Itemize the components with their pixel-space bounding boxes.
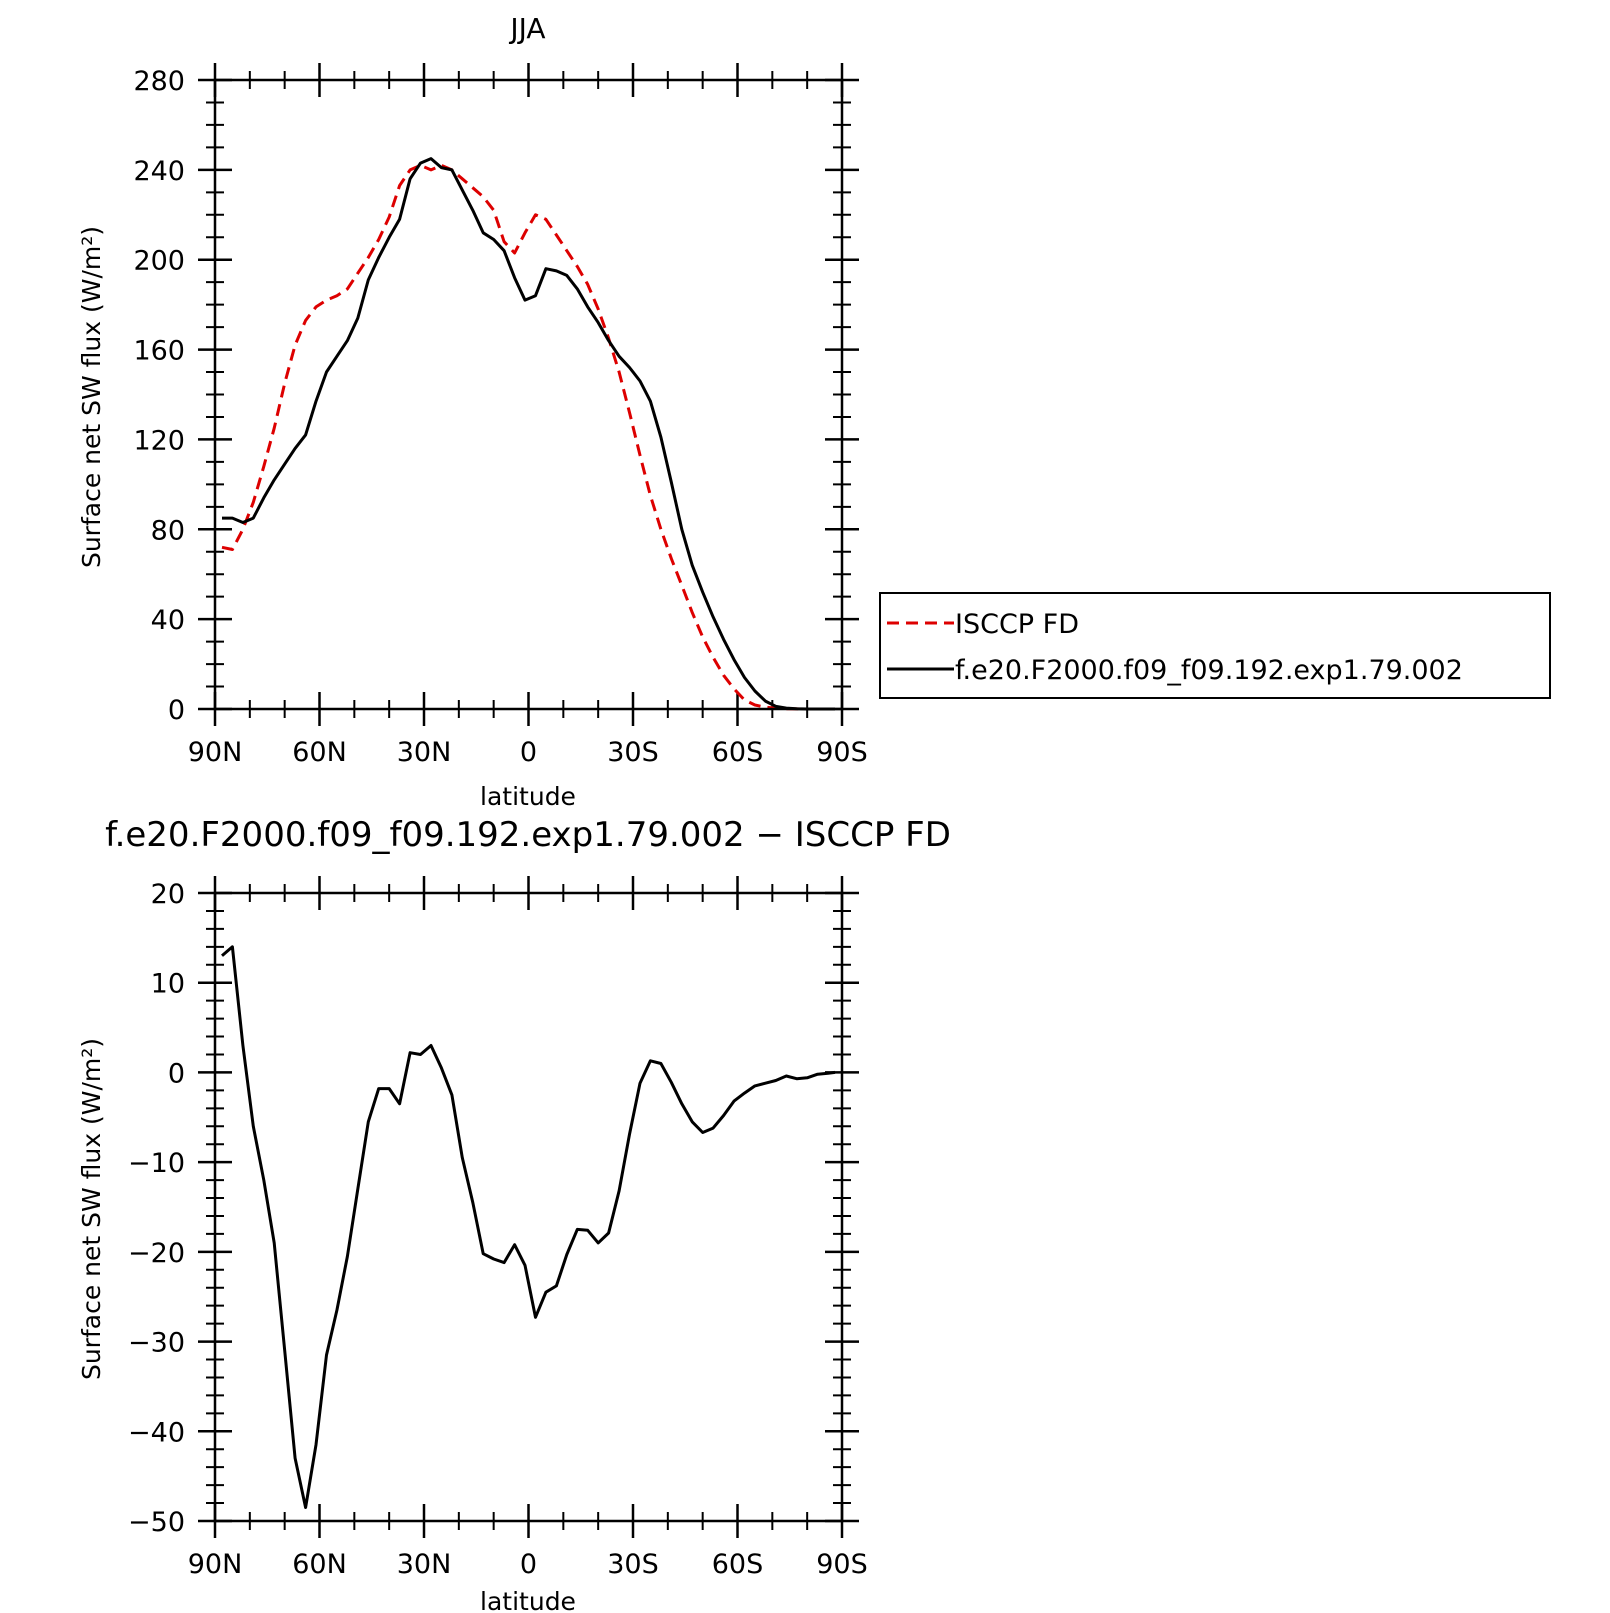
legend-entry-isccp-fd: ISCCP FD: [887, 609, 1079, 640]
top-y-tick-label: 240: [133, 156, 185, 187]
bottom-panel: f.e20.F2000.f09_f09.192.exp1.79.002 − IS…: [77, 815, 951, 1613]
bottom-y-tick-label: −10: [128, 1148, 185, 1179]
legend: ISCCP FD f.e20.F2000.f09_f09.192.exp1.79…: [879, 592, 1551, 699]
top-y-tick-label: 80: [151, 515, 185, 546]
top-y-tick-label: 160: [133, 336, 185, 367]
top-y-axis-label: Surface net SW flux (W/m²): [77, 226, 106, 568]
bottom-x-tick-label: 60N: [292, 1549, 347, 1580]
bottom-x-tick-labels: 90N 60N 30N 0 30S 60S 90S: [188, 1549, 868, 1580]
top-x-tick-label: 60N: [292, 737, 347, 768]
bottom-x-tick-label: 30N: [397, 1549, 452, 1580]
bottom-x-tick-label: 0: [520, 1549, 537, 1580]
bottom-y-tick-label: −50: [128, 1507, 185, 1538]
bottom-axis-ticks: [198, 876, 859, 1538]
legend-label-model: f.e20.F2000.f09_f09.192.exp1.79.002: [955, 655, 1463, 686]
top-x-tick-label: 90S: [816, 737, 868, 768]
top-chart-title: JJA: [508, 12, 545, 45]
bottom-y-tick-label: −40: [128, 1417, 185, 1448]
bottom-x-tick-label: 90S: [816, 1549, 868, 1580]
top-y-tick-labels: 0 40 80 120 160 200 240 280: [133, 66, 185, 726]
difference-line: [221, 945, 836, 1509]
bottom-chart-title: f.e20.F2000.f09_f09.192.exp1.79.002 − IS…: [105, 815, 951, 855]
model-line: [222, 157, 835, 711]
bottom-y-axis-label: Surface net SW flux (W/m²): [77, 1038, 106, 1380]
top-x-tick-label: 30N: [397, 737, 452, 768]
isccp-fd-line: [221, 163, 835, 711]
bottom-x-tick-label: 90N: [188, 1549, 243, 1580]
top-y-tick-label: 40: [151, 605, 185, 636]
top-y-tick-label: 200: [133, 246, 185, 277]
legend-label-isccp-fd: ISCCP FD: [955, 609, 1079, 640]
top-y-tick-label: 120: [133, 425, 185, 456]
bottom-y-tick-labels: −50 −40 −30 −20 −10 0 10 20: [128, 879, 185, 1538]
top-x-tick-labels: 90N 60N 30N 0 30S 60S 90S: [188, 737, 868, 768]
top-x-axis-label: latitude: [480, 782, 576, 811]
top-panel: JJA 0 40 80 120 160 200 240 280 90N 60N 30N 0 30S 60…: [77, 12, 1551, 811]
top-x-tick-label: 90N: [188, 737, 243, 768]
bottom-y-tick-label: −20: [128, 1238, 185, 1269]
top-x-tick-label: 0: [520, 737, 537, 768]
bottom-x-axis-label: latitude: [480, 1587, 576, 1613]
bottom-y-tick-label: 10: [151, 969, 185, 1000]
top-x-tick-label: 30S: [607, 737, 659, 768]
bottom-plot-frame: [213, 891, 844, 1523]
bottom-x-tick-label: 30S: [607, 1549, 659, 1580]
top-y-tick-label: 280: [133, 66, 185, 97]
bottom-y-tick-label: −30: [128, 1328, 185, 1359]
top-plot-frame: [213, 78, 844, 711]
bottom-y-tick-label: 20: [151, 879, 185, 910]
legend-box: [879, 592, 1551, 699]
bottom-x-tick-label: 60S: [712, 1549, 764, 1580]
top-axis-ticks: [198, 63, 859, 726]
top-x-tick-label: 60S: [712, 737, 764, 768]
top-y-tick-label: 0: [168, 695, 185, 726]
bottom-y-tick-label: 0: [168, 1058, 185, 1089]
legend-entry-model: f.e20.F2000.f09_f09.192.exp1.79.002: [887, 655, 1463, 686]
